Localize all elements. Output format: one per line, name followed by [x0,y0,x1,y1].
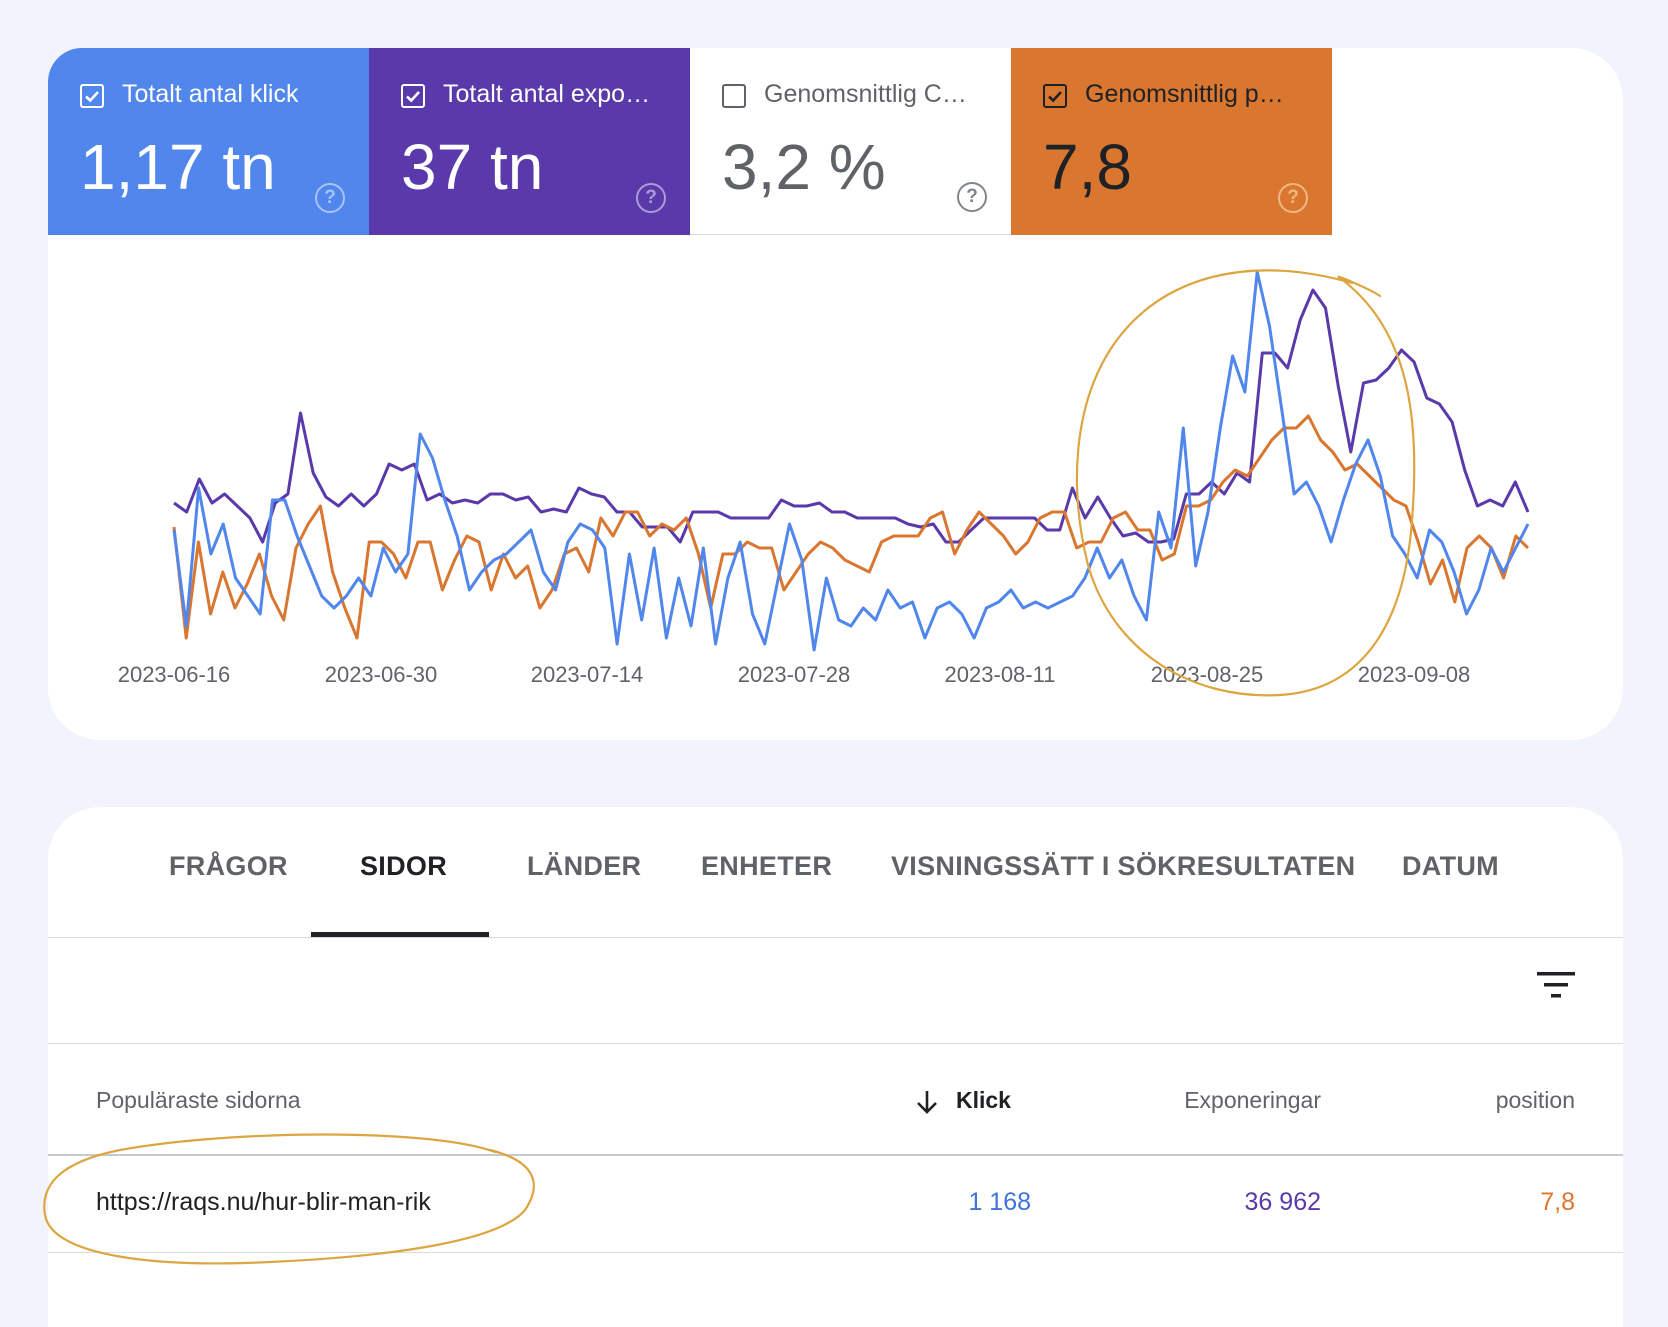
metric-average-ctr[interactable]: Genomsnittlig C… 3,2 % ? [690,48,1011,235]
checkbox-checked-icon[interactable] [401,84,425,108]
tab-devices[interactable]: ENHETER [701,851,833,881]
series-line-0 [173,288,1530,544]
table-header: Populäraste sidorna Klick Exponeringar p… [48,1044,1623,1156]
help-icon[interactable]: ? [636,183,666,213]
sort-arrow-down-icon[interactable] [915,1089,939,1115]
active-tab-indicator [311,932,489,937]
help-icon[interactable]: ? [957,182,987,212]
header-impressions[interactable]: Exponeringar [1184,1087,1321,1113]
x-tick-label: 2023-06-30 [325,662,438,687]
table-card: FRÅGOR SIDOR LÄNDER ENHETER VISNINGSSÄTT… [48,807,1623,1327]
x-tick-label: 2023-06-16 [118,662,231,687]
row-page-url[interactable]: https://raqs.nu/hur-blir-man-rik [96,1188,431,1216]
tab-queries[interactable]: FRÅGOR [169,851,288,881]
metric-total-impressions[interactable]: Totalt antal expo… 37 tn ? [369,48,690,235]
header-clicks[interactable]: Klick [956,1087,1011,1113]
x-tick-label: 2023-09-08 [1358,662,1471,687]
metric-value: 3,2 % [722,131,886,203]
series-line-2 [172,270,1530,652]
performance-chart: 2023-06-16 2023-06-30 2023-07-14 2023-07-28… [118,270,1530,687]
row-clicks: 1 168 [968,1188,1031,1216]
header-position[interactable]: position [1495,1087,1575,1113]
x-tick-label: 2023-08-11 [945,662,1056,687]
tab-pages[interactable]: SIDOR [360,851,448,881]
tab-search-appearance[interactable]: VISNINGSSÄTT I SÖKRESULTATEN [891,851,1356,881]
help-icon[interactable]: ? [315,183,345,213]
metric-label: Totalt antal expo… [443,80,651,108]
metric-label: Genomsnittlig C… [764,80,967,108]
filter-row [48,938,1623,1044]
metric-total-clicks[interactable]: Totalt antal klick 1,17 tn ? [48,48,369,235]
performance-card: Totalt antal klick 1,17 tn ? Totalt anta… [48,48,1623,740]
row-impressions: 36 962 [1244,1188,1321,1216]
metric-value: 1,17 tn [80,131,276,203]
metric-label: Totalt antal klick [122,80,299,108]
metric-value: 7,8 [1043,131,1132,203]
metric-average-position[interactable]: Genomsnittlig p… 7,8 ? [1011,48,1332,235]
metric-cards: Totalt antal klick 1,17 tn ? Totalt anta… [48,48,1332,235]
checkbox-checked-icon[interactable] [80,84,104,108]
checkbox-checked-icon[interactable] [1043,84,1067,108]
dimension-tabs: FRÅGOR SIDOR LÄNDER ENHETER VISNINGSSÄTT… [48,807,1623,938]
metric-label: Genomsnittlig p… [1085,80,1284,108]
help-icon[interactable]: ? [1278,183,1308,213]
tab-dates[interactable]: DATUM [1402,851,1499,881]
tab-countries[interactable]: LÄNDER [527,851,642,881]
table-row[interactable]: https://raqs.nu/hur-blir-man-rik 1 168 3… [48,1156,1623,1253]
x-tick-label: 2023-07-28 [738,662,851,687]
row-position: 7,8 [1540,1188,1575,1216]
checkbox-unchecked-icon[interactable] [722,84,746,108]
header-top-pages[interactable]: Populäraste sidorna [96,1087,301,1113]
x-tick-label: 2023-08-25 [1151,662,1264,687]
metric-value: 37 tn [401,131,544,203]
x-tick-label: 2023-07-14 [531,662,644,687]
filter-icon[interactable] [1536,970,1576,1000]
